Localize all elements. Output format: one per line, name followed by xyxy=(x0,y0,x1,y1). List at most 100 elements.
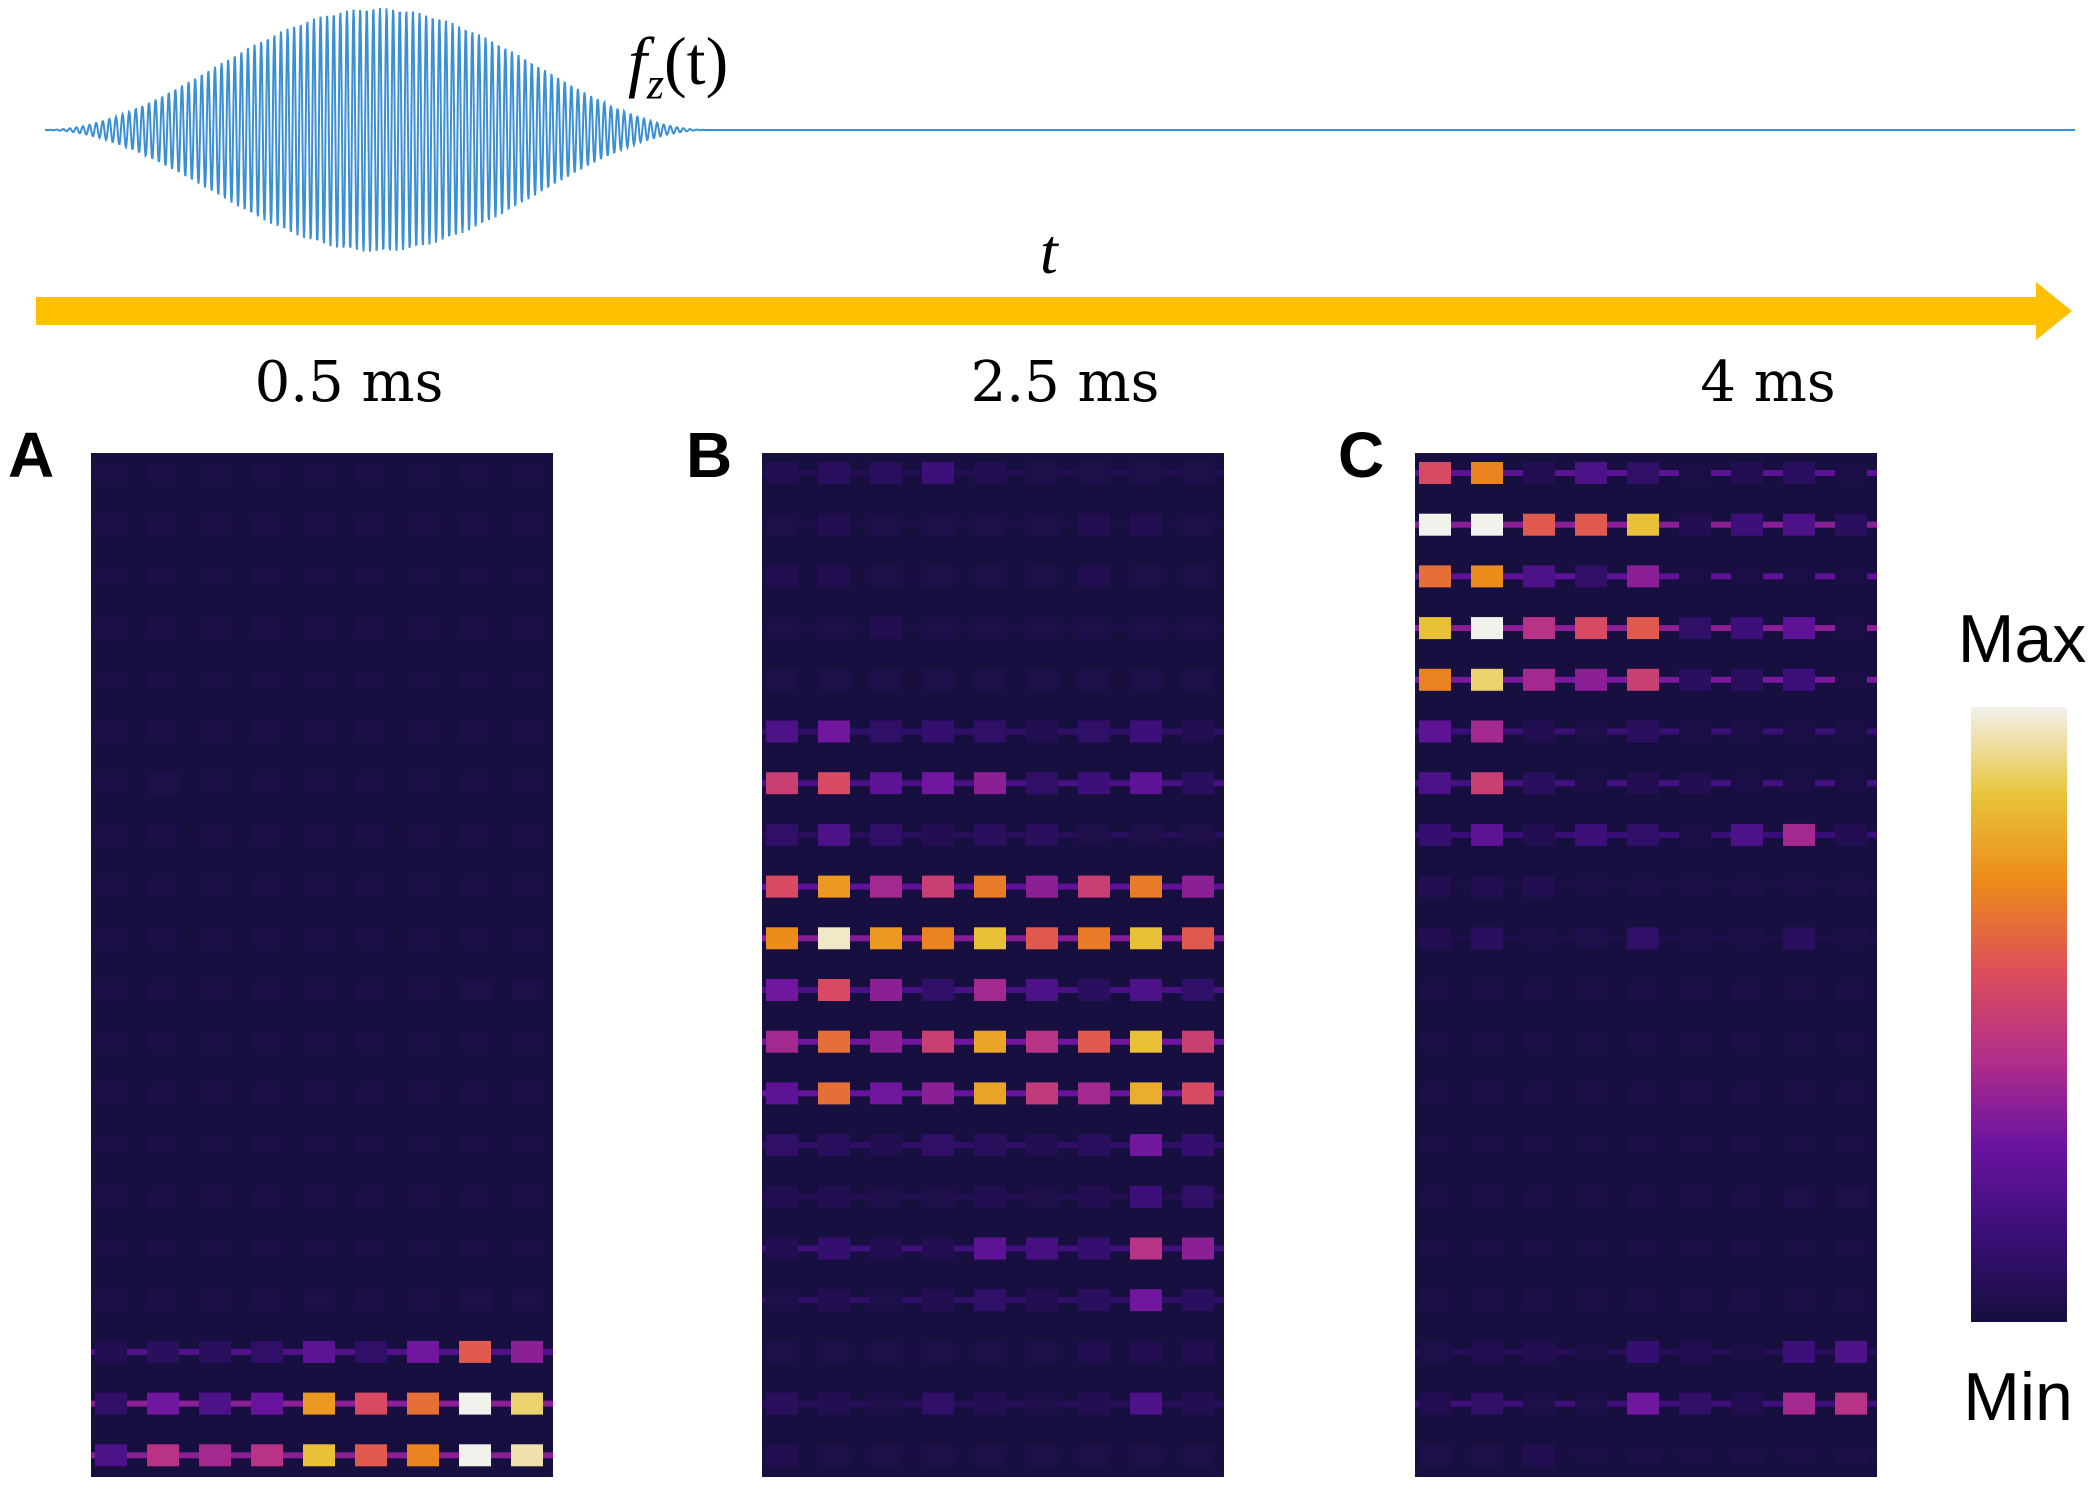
heatmap-cell-r7-c8 xyxy=(1783,772,1815,795)
heatmap-cell-r12-c8 xyxy=(1783,1030,1815,1053)
heatmap-cell-r19-c2 xyxy=(1471,1392,1503,1415)
heatmap-cell-r18-c4 xyxy=(251,1340,283,1363)
heatmap-cell-r8-c3 xyxy=(199,823,231,846)
heatmap-cell-r11-c4 xyxy=(1575,979,1607,1001)
heatmap-cell-r6-c9 xyxy=(1182,720,1214,743)
heatmap-cell-r14-c5 xyxy=(1627,1134,1659,1157)
heatmap-cell-r9-c1 xyxy=(95,875,127,898)
heatmap-cell-r10-c1 xyxy=(1419,927,1451,950)
heatmap-cell-r5-c7 xyxy=(1731,668,1763,691)
heatmap-cell-r19-c5 xyxy=(1627,1392,1659,1415)
heatmap-cell-r8-c4 xyxy=(251,823,283,846)
heatmap-cell-r6-c6 xyxy=(1679,720,1711,743)
heatmap-cell-r7-c9 xyxy=(511,772,543,795)
time-axis-label: t xyxy=(1040,216,1058,287)
heatmap-cell-r16-c5 xyxy=(1627,1237,1659,1260)
heatmap-cell-r3-c3 xyxy=(1523,565,1555,588)
heatmap-cell-r5-c5 xyxy=(303,668,335,691)
heatmap-cell-r19-c3 xyxy=(870,1392,902,1415)
heatmap-cell-r15-c3 xyxy=(1523,1185,1555,1208)
heatmap-cell-r18-c3 xyxy=(870,1340,902,1363)
heatmap-cell-r4-c7 xyxy=(407,617,439,640)
heatmap-cell-r17-c7 xyxy=(1731,1289,1763,1312)
heatmap-cell-r10-c1 xyxy=(95,927,127,950)
heatmap-cell-r5-c5 xyxy=(974,668,1006,691)
heatmap-cell-r20-c8 xyxy=(459,1444,491,1467)
heatmap-cell-r5-c1 xyxy=(766,668,798,691)
heatmap-cell-r6-c4 xyxy=(251,720,283,743)
heatmap-cell-r15-c6 xyxy=(355,1185,387,1208)
heatmap-cell-r4-c8 xyxy=(459,617,491,640)
heatmap-cell-r18-c6 xyxy=(1026,1340,1058,1363)
heatmap-cell-r1-c4 xyxy=(922,462,954,484)
heatmap-cell-r15-c9 xyxy=(511,1185,543,1208)
heatmap-cell-r8-c3 xyxy=(870,823,902,846)
heatmap-cell-r2-c8 xyxy=(459,513,491,536)
heatmap-cell-r19-c8 xyxy=(1783,1392,1815,1415)
heatmap-cell-r19-c5 xyxy=(974,1392,1006,1415)
heatmap-cell-r12-c7 xyxy=(1078,1030,1110,1053)
heatmap-cell-r15-c1 xyxy=(1419,1185,1451,1208)
heatmap-cell-r1-c9 xyxy=(511,462,543,484)
heatmap-cell-r12-c2 xyxy=(147,1030,179,1053)
heatmap-cell-r10-c3 xyxy=(870,927,902,950)
heatmap-cell-r16-c7 xyxy=(1078,1237,1110,1260)
heatmap-cell-r4-c3 xyxy=(199,617,231,640)
heatmap-cell-r18-c1 xyxy=(1419,1340,1451,1363)
heatmap-cell-r17-c9 xyxy=(1835,1289,1867,1312)
heatmap-cell-r20-c8 xyxy=(1130,1444,1162,1467)
heatmap-cell-r9-c3 xyxy=(870,875,902,898)
heatmap-cell-r18-c9 xyxy=(511,1340,543,1363)
heatmap-cell-r3-c9 xyxy=(511,565,543,588)
heatmap-cell-r12-c4 xyxy=(922,1030,954,1053)
heatmap-cell-r6-c4 xyxy=(1575,720,1607,743)
heatmap-cell-r2-c8 xyxy=(1783,513,1815,536)
heatmap-cell-r20-c9 xyxy=(1835,1444,1867,1467)
heatmap-cell-r3-c7 xyxy=(407,565,439,588)
panel-c-label: C xyxy=(1338,419,1385,491)
time-axis-arrow-shaft xyxy=(36,297,2036,325)
heatmap-cell-r4-c8 xyxy=(1130,617,1162,640)
heatmap-cell-r15-c8 xyxy=(459,1185,491,1208)
heatmap-cell-r13-c7 xyxy=(1078,1082,1110,1105)
heatmap-cell-r15-c1 xyxy=(95,1185,127,1208)
heatmap-cell-r16-c3 xyxy=(870,1237,902,1260)
heatmap-cell-r19-c1 xyxy=(1419,1392,1451,1415)
heatmap-cell-r5-c1 xyxy=(1419,668,1451,691)
colorbar xyxy=(1971,707,2067,1322)
heatmap-cell-r7-c5 xyxy=(974,772,1006,795)
heatmap-cell-r19-c7 xyxy=(407,1392,439,1415)
heatmap-cell-r8-c9 xyxy=(1835,823,1867,846)
heatmap-cell-r12-c4 xyxy=(251,1030,283,1053)
heatmap-cell-r18-c7 xyxy=(407,1340,439,1363)
heatmap-cell-r18-c4 xyxy=(922,1340,954,1363)
heatmap-cell-r14-c2 xyxy=(147,1134,179,1157)
heatmap-cell-r4-c4 xyxy=(251,617,283,640)
heatmap-cell-r18-c2 xyxy=(818,1340,850,1363)
heatmap-cell-r8-c2 xyxy=(1471,823,1503,846)
heatmap-cell-r17-c3 xyxy=(1523,1289,1555,1312)
heatmap-cell-r5-c6 xyxy=(1679,668,1711,691)
heatmap-cell-r10-c9 xyxy=(511,927,543,950)
heatmap-cell-r4-c6 xyxy=(1026,617,1058,640)
heatmap-cell-r20-c1 xyxy=(766,1444,798,1467)
heatmap-cell-r12-c1 xyxy=(1419,1030,1451,1053)
heatmap-cell-r13-c4 xyxy=(251,1082,283,1105)
heatmap-cell-r13-c6 xyxy=(1026,1082,1058,1105)
heatmap-cell-r6-c1 xyxy=(766,720,798,743)
heatmap-cell-r19-c8 xyxy=(1130,1392,1162,1415)
heatmap-background xyxy=(91,453,553,1477)
heatmap-cell-r13-c8 xyxy=(1783,1082,1815,1105)
heatmap-cell-r15-c5 xyxy=(303,1185,335,1208)
heatmap-cell-r18-c6 xyxy=(355,1340,387,1363)
heatmap-cell-r4-c3 xyxy=(1523,617,1555,640)
heatmap-cell-r20-c1 xyxy=(1419,1444,1451,1467)
heatmap-cell-r9-c4 xyxy=(251,875,283,898)
heatmap-cell-r4-c9 xyxy=(1182,617,1214,640)
heatmap-cell-r12-c2 xyxy=(1471,1030,1503,1053)
heatmap-cell-r2-c6 xyxy=(1679,513,1711,536)
heatmap-cell-r4-c5 xyxy=(974,617,1006,640)
heatmap-cell-r16-c8 xyxy=(459,1237,491,1260)
heatmap-cell-r10-c4 xyxy=(251,927,283,950)
heatmap-cell-r7-c6 xyxy=(355,772,387,795)
